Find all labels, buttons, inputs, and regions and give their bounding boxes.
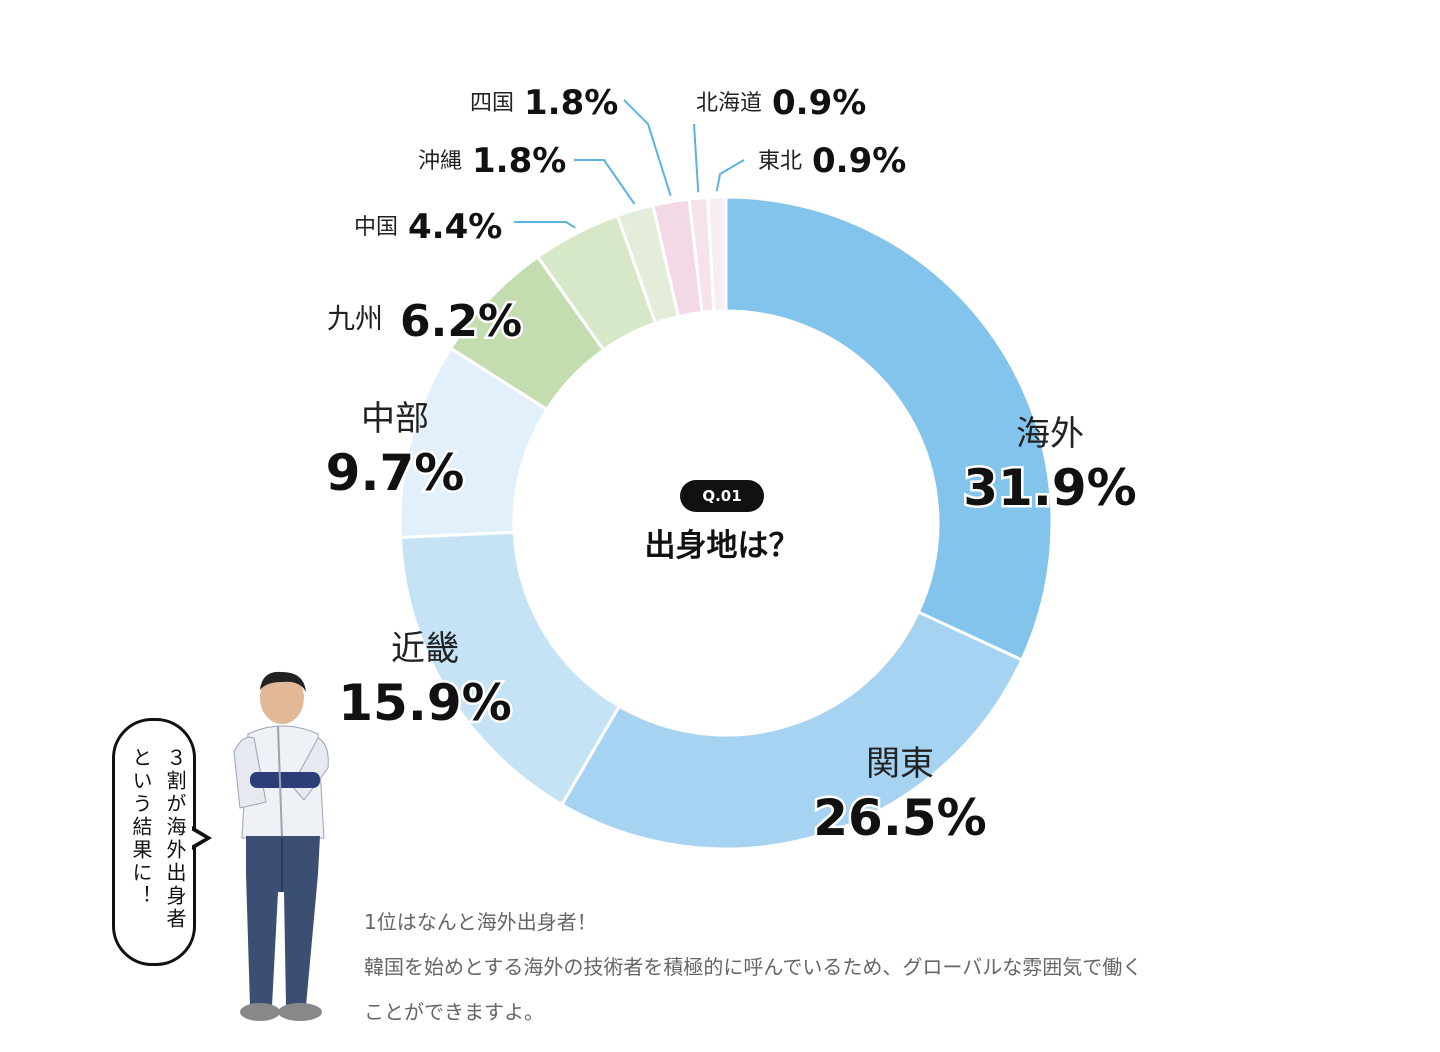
question-badge: Q.01 [680, 480, 764, 512]
comment-line-2: 韓国を始めとする海外の技術者を積極的に呼んでいるため、グローバルな雰囲気で働く [364, 955, 1143, 979]
speech-bubble-line-2: という結果に！ [129, 747, 153, 908]
segment-value-1: 26.5% [813, 789, 986, 847]
speech-bubble-line-1: ３割が海外出身者 [163, 747, 187, 931]
comment-text: 1位はなんと海外出身者！ 韓国を始めとする海外の技術者を積極的に呼んでいるため、… [364, 900, 1364, 1035]
segment-label-8: 北海道 [696, 91, 762, 116]
segment-label-3: 中部 [361, 399, 429, 439]
speech-bubble-tail-fill [191, 830, 205, 846]
segment-label-7: 四国 [470, 91, 514, 116]
segment-value-5: 4.4% [408, 207, 502, 247]
segment-value-6: 1.8% [472, 141, 566, 181]
segment-label-4: 九州 [327, 302, 383, 335]
segment-label-0: 海外 [1016, 414, 1084, 454]
segment-label-9: 東北 [758, 149, 802, 174]
segment-label-2: 近畿 [391, 629, 459, 669]
leader-line-9 [715, 159, 745, 192]
segment-value-0: 31.9% [963, 459, 1136, 517]
chart-title: 出身地は？ [644, 528, 800, 564]
leader-line-7 [623, 99, 672, 197]
segment-value-4: 6.2% [400, 296, 522, 347]
leader-line-6 [574, 159, 636, 205]
segment-value-2: 15.9% [338, 674, 511, 732]
staff-person-illustration [233, 671, 329, 1021]
segment-value-8: 0.9% [772, 83, 866, 123]
leader-line-5 [514, 221, 576, 229]
segment-label-1: 関東 [866, 744, 934, 784]
speech-bubble: ３割が海外出身者 という結果に！ [112, 718, 196, 966]
segment-label-5: 中国 [354, 215, 398, 240]
donut-segment-1 [559, 610, 1024, 851]
comment-line-1: 1位はなんと海外出身者！ [364, 910, 597, 934]
segment-label-6: 沖縄 [418, 149, 462, 174]
donut-segment-9 [705, 195, 728, 313]
comment-line-3: ことができますよ。 [364, 1000, 544, 1024]
segment-value-9: 0.9% [812, 141, 906, 181]
donut-segment-0 [724, 195, 1054, 662]
leader-line-8 [693, 123, 700, 193]
segment-value-7: 1.8% [524, 83, 618, 123]
segment-value-3: 9.7% [326, 444, 465, 502]
